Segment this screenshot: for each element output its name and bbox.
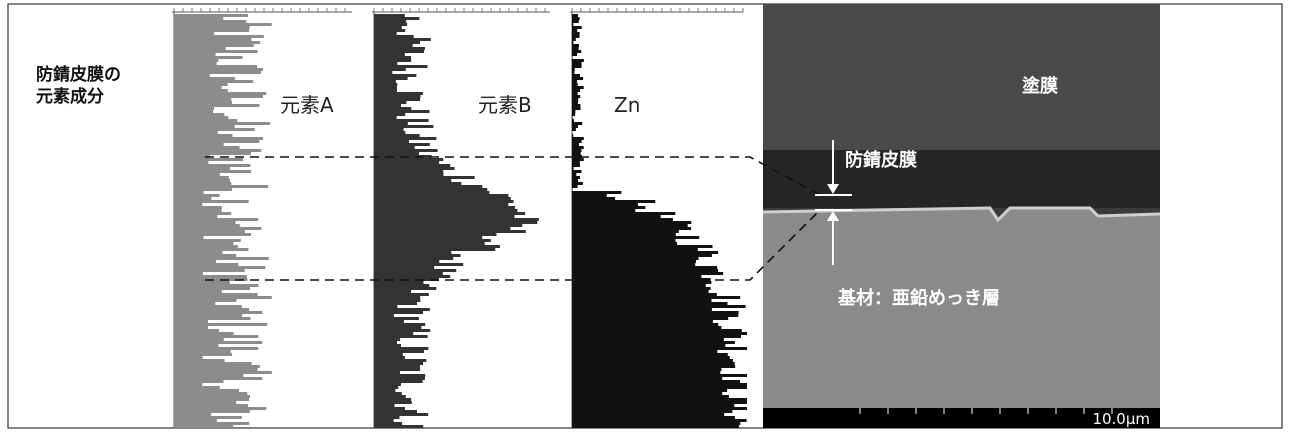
panel-label: 元素B [478,93,532,117]
layer-label: 基材：亜鉛めっき層 [837,287,1000,309]
layer-label: 塗膜 [1022,75,1058,97]
coating-region [763,4,1160,154]
scale-label: 10.0μm [1092,410,1150,428]
film-region [763,150,1160,208]
heading-line: 防錆皮膜の [36,64,121,85]
figure: 10.0μm 防錆皮膜の 元素成分 元素A 元素B Zn 塗膜 防錆皮膜 基材：… [0,0,1290,432]
heading-line: 元素成分 [36,86,104,107]
page: {"heading": {"line1": "防錆皮膜の", "line2": … [0,0,1290,432]
panel-label: Zn [614,93,640,117]
layer-label: 防錆皮膜 [845,149,917,171]
panel-label: 元素A [280,93,334,117]
